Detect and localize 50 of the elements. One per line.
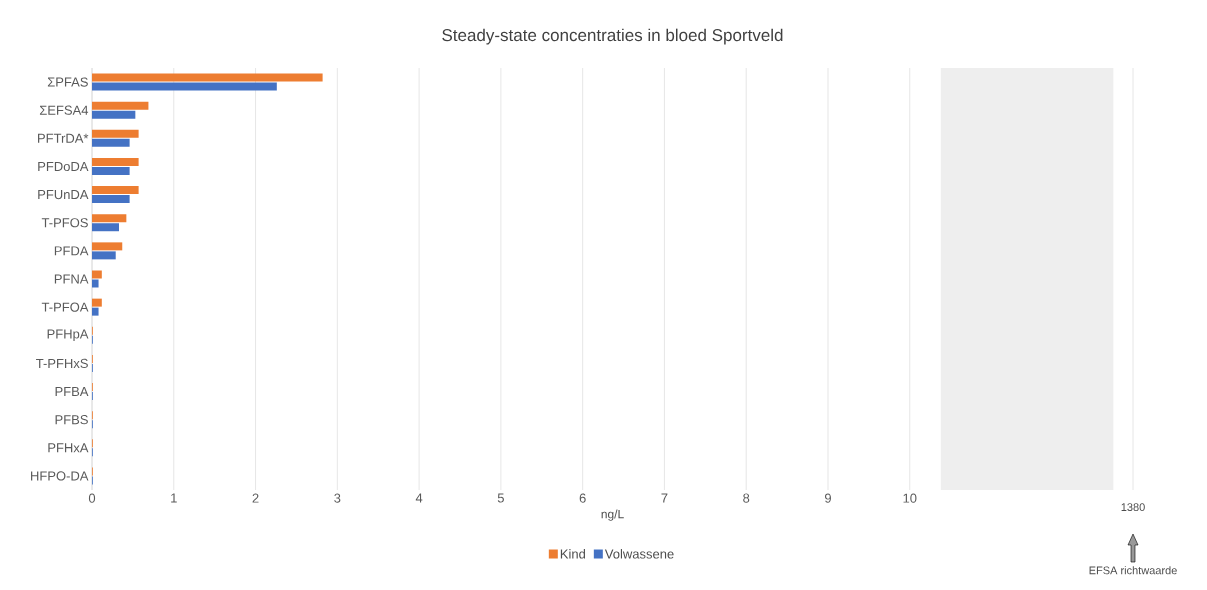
x-tick-label: 6: [579, 493, 586, 503]
text: EFSA richtwaarde: [1089, 566, 1177, 575]
y-tick-label: PFTrDA*: [38, 133, 89, 143]
x-tick-label: 8: [743, 493, 750, 503]
bar: [92, 307, 99, 316]
y-tick-label: T-PFHxS: [36, 358, 88, 368]
bar: [92, 223, 119, 232]
y-tick-label: PFUnDA: [38, 190, 89, 200]
bar: [92, 166, 130, 175]
y-tick-label: PFDoDA: [38, 161, 89, 171]
x-tick-label: 5: [497, 493, 504, 503]
x-tick-label: 2: [252, 493, 259, 503]
x-tick-label: 10: [903, 493, 917, 503]
bar: [92, 279, 99, 288]
y-tick-label: ΣPFAS: [47, 77, 88, 87]
x-axis-title: ng/L: [601, 509, 624, 521]
y-tick-label: HFPO-DA: [31, 471, 89, 481]
legend-label: Kind: [560, 549, 585, 559]
y-tick-label: PFHpA: [47, 329, 89, 342]
bar: [92, 157, 139, 166]
chart-title: Steady-state concentraties in bloed Sportveld: [442, 28, 783, 45]
x-tick-label: 7: [661, 493, 668, 503]
bar: [92, 195, 130, 204]
bar: [92, 110, 136, 119]
bar: [92, 186, 139, 195]
x-tick-label: 4: [415, 493, 423, 503]
bar: [92, 214, 127, 223]
bar: [92, 73, 323, 82]
bar: [92, 242, 123, 251]
bar: [92, 251, 116, 260]
x-tick-label: 1: [171, 493, 177, 503]
y-tick-label: PFNA: [54, 274, 89, 284]
bar: [92, 129, 139, 138]
y-tick-label: PFBS: [55, 415, 88, 425]
y-tick-label: T-PFOS: [41, 218, 88, 228]
bar: [92, 82, 277, 91]
x-tick-label: 9: [824, 493, 831, 503]
legend-label: Volwassene: [604, 549, 674, 559]
bar: [92, 270, 102, 279]
y-tick-label: PFHxA: [48, 443, 89, 453]
x-tick-label: 3: [334, 493, 341, 503]
y-tick-label: PFDA: [54, 246, 89, 256]
bar: [92, 138, 130, 147]
y-tick-label: ΣEFSA4: [39, 105, 89, 115]
bar: [92, 298, 102, 307]
y-tick-label: T-PFOA: [41, 302, 89, 312]
y-tick-label: PFBA: [55, 387, 89, 397]
x-tick-label: 0: [88, 493, 96, 503]
bar: [92, 101, 149, 110]
text: 1380: [1121, 503, 1145, 511]
